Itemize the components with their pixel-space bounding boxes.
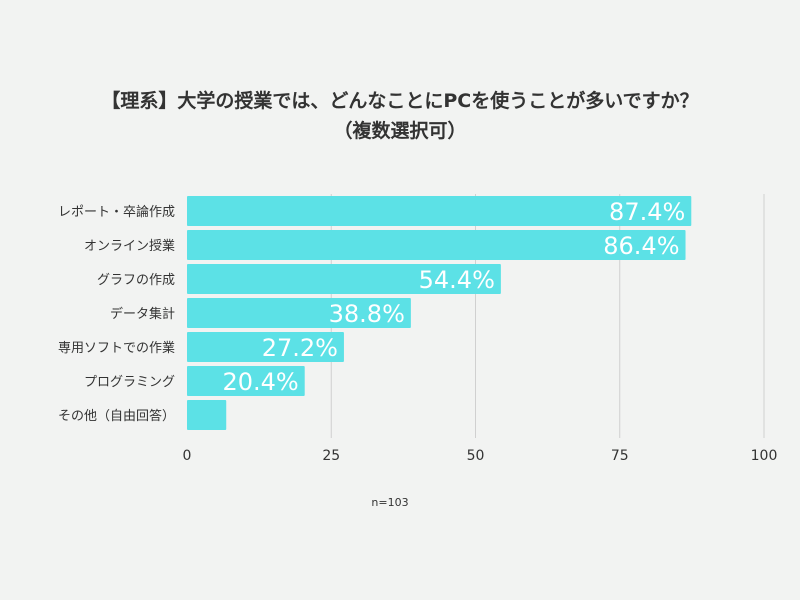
x-tick-label: 0: [183, 448, 192, 464]
value-label: 38.8%: [329, 300, 405, 328]
x-tick-label: 50: [467, 448, 485, 464]
value-label: 87.4%: [609, 198, 685, 226]
bars: [187, 196, 692, 430]
value-label: 20.4%: [222, 368, 298, 396]
x-tick-label: 100: [751, 448, 778, 464]
bar: [187, 298, 411, 328]
category-label: その他（自由回答）: [58, 408, 175, 424]
value-label: 86.4%: [603, 232, 679, 260]
bar: [187, 332, 344, 362]
x-tick-label: 75: [611, 448, 629, 464]
category-label: オンライン授業: [84, 238, 175, 254]
bar: [187, 366, 305, 396]
value-labels: 87.4% 86.4% 54.4% 38.8% 27.2% 20.4%: [222, 198, 685, 396]
chart-title-line-2: （複数選択可）: [333, 120, 467, 142]
chart-title-line-1: 【理系】大学の授業では、どんなことにPCを使うことが多いですか？: [101, 90, 699, 112]
category-label: レポート・卒論作成: [58, 204, 175, 220]
value-label: 27.2%: [262, 334, 338, 362]
bar: [187, 230, 686, 260]
sample-size-note: n=103: [371, 496, 409, 509]
x-tick-label: 25: [322, 448, 340, 464]
chart-title: 【理系】大学の授業では、どんなことにPCを使うことが多いですか？ （複数選択可）: [0, 86, 800, 146]
x-axis-ticks: 0 25 50 75 100: [183, 448, 778, 464]
value-label: 54.4%: [419, 266, 495, 294]
bar: [187, 264, 501, 294]
bar: [187, 400, 227, 430]
category-label: グラフの作成: [97, 273, 175, 288]
category-label: データ集計: [110, 306, 175, 322]
category-label: プログラミング: [84, 375, 175, 390]
category-labels: レポート・卒論作成オンライン授業グラフの作成データ集計専用ソフトでの作業プログラ…: [58, 204, 175, 424]
category-label: 専用ソフトでの作業: [58, 340, 175, 356]
bar: [187, 196, 692, 226]
